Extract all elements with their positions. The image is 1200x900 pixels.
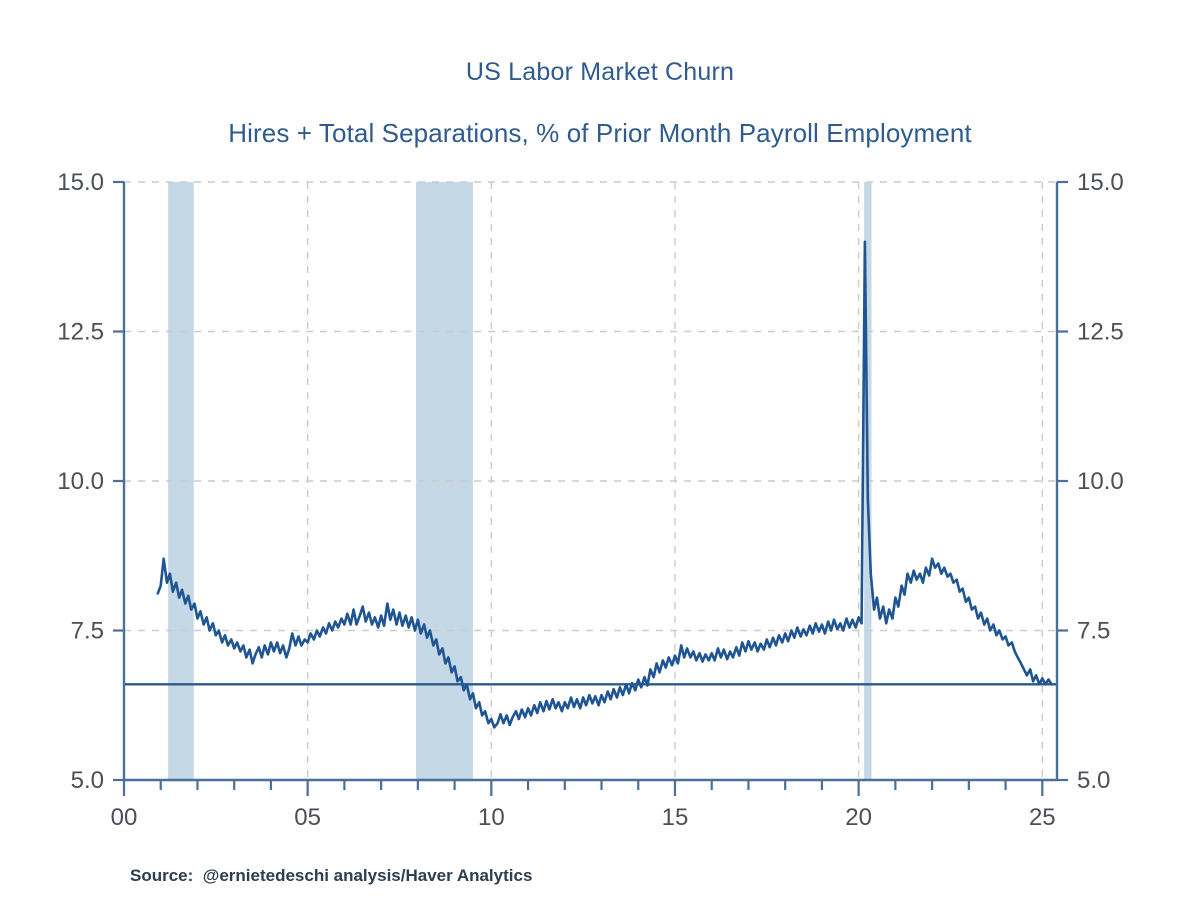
y-axis-left-tick-label: 15.0: [57, 169, 104, 196]
x-axis-tick-label: 25: [1029, 804, 1056, 831]
y-axis-right-tick-label: 10.0: [1077, 468, 1124, 495]
x-axis-tick-label: 20: [845, 804, 872, 831]
tick-marks-group: [113, 180, 1068, 796]
y-axis-right-labels: 15.0 12.5 10.0 7.5 5.0: [1077, 169, 1124, 794]
x-axis-tick-label: 05: [294, 804, 321, 831]
y-axis-left-tick-label: 10.0: [57, 468, 104, 495]
chart-subtitle: Hires + Total Separations, % of Prior Mo…: [228, 118, 972, 148]
x-axis-tick-label: 00: [111, 804, 138, 831]
x-axis-labels: 00 05 10 15 20 25: [111, 804, 1056, 831]
y-axis-right-tick-label: 7.5: [1077, 618, 1110, 645]
y-axis-right-tick-label: 12.5: [1077, 319, 1124, 346]
y-axis-right-tick-label: 15.0: [1077, 169, 1124, 196]
gridlines-group: [123, 181, 1057, 781]
x-axis-tick-label: 15: [662, 804, 689, 831]
x-axis-tick-label: 10: [478, 804, 505, 831]
y-axis-left-labels: 15.0 12.5 10.0 7.5 5.0: [57, 169, 104, 794]
y-axis-right-tick-label: 5.0: [1077, 767, 1110, 794]
source-note: Source: @ernietedeschi analysis/Haver An…: [130, 866, 533, 885]
chart-title: US Labor Market Churn: [465, 58, 735, 86]
y-axis-left-tick-label: 5.0: [71, 767, 104, 794]
data-series-line: [156, 240, 1053, 729]
y-axis-left-tick-label: 7.5: [71, 618, 104, 645]
y-axis-left-tick-label: 12.5: [57, 319, 104, 346]
